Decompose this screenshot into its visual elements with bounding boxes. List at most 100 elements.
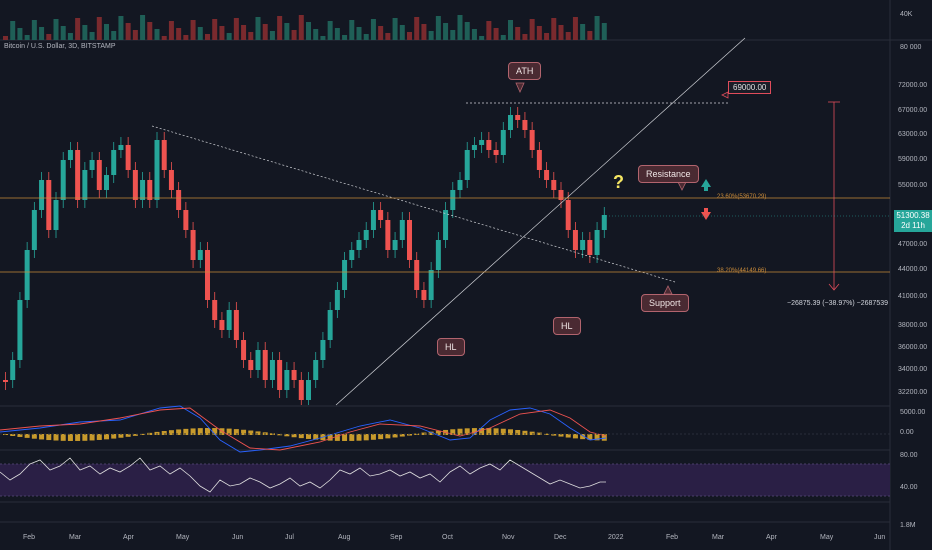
volume-bar	[291, 30, 297, 40]
rsi-axis-80: 80.00	[900, 452, 918, 459]
volume-bar	[508, 20, 513, 40]
candle-body	[486, 140, 492, 150]
candle-body	[522, 120, 528, 130]
volume-bar	[96, 17, 102, 40]
macd-hist-bar	[457, 428, 463, 435]
macd-hist-bar	[450, 429, 456, 435]
volume-bar	[479, 36, 485, 40]
volume-bar	[392, 18, 398, 40]
candle-body	[154, 140, 160, 200]
candle-body	[407, 220, 412, 260]
volume-bar	[464, 22, 470, 40]
ath-price-pointer	[721, 91, 729, 99]
volume-bar	[471, 29, 477, 40]
ath-price-label[interactable]: 69000.00	[728, 81, 772, 94]
volume-bar	[356, 27, 362, 40]
macd-hist-bar	[168, 430, 174, 435]
price-axis-label: 34000.00	[898, 366, 928, 373]
volume-bar	[60, 26, 66, 40]
macd-hist-bar	[10, 434, 16, 436]
macd-hist-bar	[161, 430, 167, 435]
candle-body	[327, 310, 333, 340]
macd-hist-bar	[24, 434, 30, 438]
candle-body	[262, 350, 268, 380]
macd-hist-bar	[183, 428, 189, 435]
volume-bar	[594, 16, 600, 40]
macd-hist-bar	[248, 430, 254, 435]
candle-body	[24, 250, 30, 300]
time-axis-label: May	[820, 534, 834, 541]
volume-bar	[363, 34, 369, 40]
candle-body	[190, 230, 196, 260]
macd-hist-bar	[197, 428, 203, 435]
hl-left-callout[interactable]: HL	[437, 338, 465, 356]
candle-body	[125, 145, 131, 170]
candle-body	[212, 300, 218, 320]
macd-hist-bar	[471, 428, 477, 435]
time-axis-label: Aug	[338, 534, 351, 541]
volume-bar	[370, 19, 376, 40]
macd-hist-bar	[313, 434, 319, 440]
volume-bars	[3, 15, 607, 40]
macd-hist-bar	[125, 434, 131, 437]
candle-body	[536, 150, 542, 170]
time-axis-label: Feb	[23, 534, 36, 541]
macd-hist-bar	[75, 434, 81, 441]
time-axis-label: Oct	[442, 534, 453, 541]
macd-hist-bar	[205, 428, 210, 435]
candle-body	[479, 140, 485, 145]
candle-body	[226, 310, 232, 330]
candle-body	[529, 130, 535, 150]
volume-bar	[587, 31, 593, 40]
volume-bar	[515, 27, 521, 40]
volume-bar	[118, 16, 124, 40]
macd-axis-zero: 0.00	[900, 429, 914, 436]
candle-body	[320, 340, 326, 360]
macd-hist-bar	[118, 434, 124, 438]
volume-bar	[226, 33, 232, 40]
price-axis-label: 59000.00	[898, 156, 928, 163]
price-axis-label: 47000.00	[898, 241, 928, 248]
macd-hist-bar	[428, 431, 434, 435]
macd-hist-bar	[327, 434, 333, 441]
macd-hist-bar	[572, 434, 578, 439]
candle-body	[104, 175, 109, 190]
resistance-callout[interactable]: Resistance	[638, 165, 699, 183]
ascending-trendline[interactable]	[335, 37, 746, 406]
volume-bar	[17, 28, 23, 40]
symbol-title[interactable]: Bitcoin / U.S. Dollar, 3D, BITSTAMP	[4, 43, 116, 50]
macd-hist-bar	[39, 434, 45, 440]
macd-hist-bar	[67, 434, 73, 441]
volume-bar	[212, 19, 218, 40]
candle-body	[241, 340, 247, 360]
descending-trendline[interactable]	[151, 125, 676, 283]
macd-hist-bar	[370, 434, 376, 440]
macd-hist-bar	[255, 431, 261, 435]
volume-bar	[385, 33, 391, 40]
volume-bar	[414, 17, 420, 40]
candle-body	[399, 220, 405, 240]
time-axis-label: Apr	[766, 534, 777, 541]
ath-callout[interactable]: ATH	[508, 62, 542, 80]
volume-bar	[421, 24, 427, 40]
hl-right-callout[interactable]: HL	[553, 317, 581, 335]
macd-hist-bar	[132, 434, 138, 436]
volume-bar	[75, 18, 81, 40]
candlesticks	[3, 107, 607, 405]
volume-bar	[558, 25, 564, 40]
price-axis-label: 67000.00	[898, 107, 928, 114]
candle-body	[291, 370, 297, 380]
candle-body	[313, 360, 319, 380]
support-callout[interactable]: Support	[641, 294, 689, 312]
candle-body	[385, 220, 391, 250]
volume-bar	[154, 29, 160, 40]
macd-hist-bar	[53, 434, 59, 441]
candle-body	[551, 180, 557, 190]
candle-body	[493, 150, 499, 155]
support-pointer	[663, 285, 673, 295]
candle-body	[39, 180, 45, 210]
candle-body	[140, 180, 146, 200]
volume-bar	[24, 35, 30, 40]
volume-bar	[334, 28, 340, 40]
